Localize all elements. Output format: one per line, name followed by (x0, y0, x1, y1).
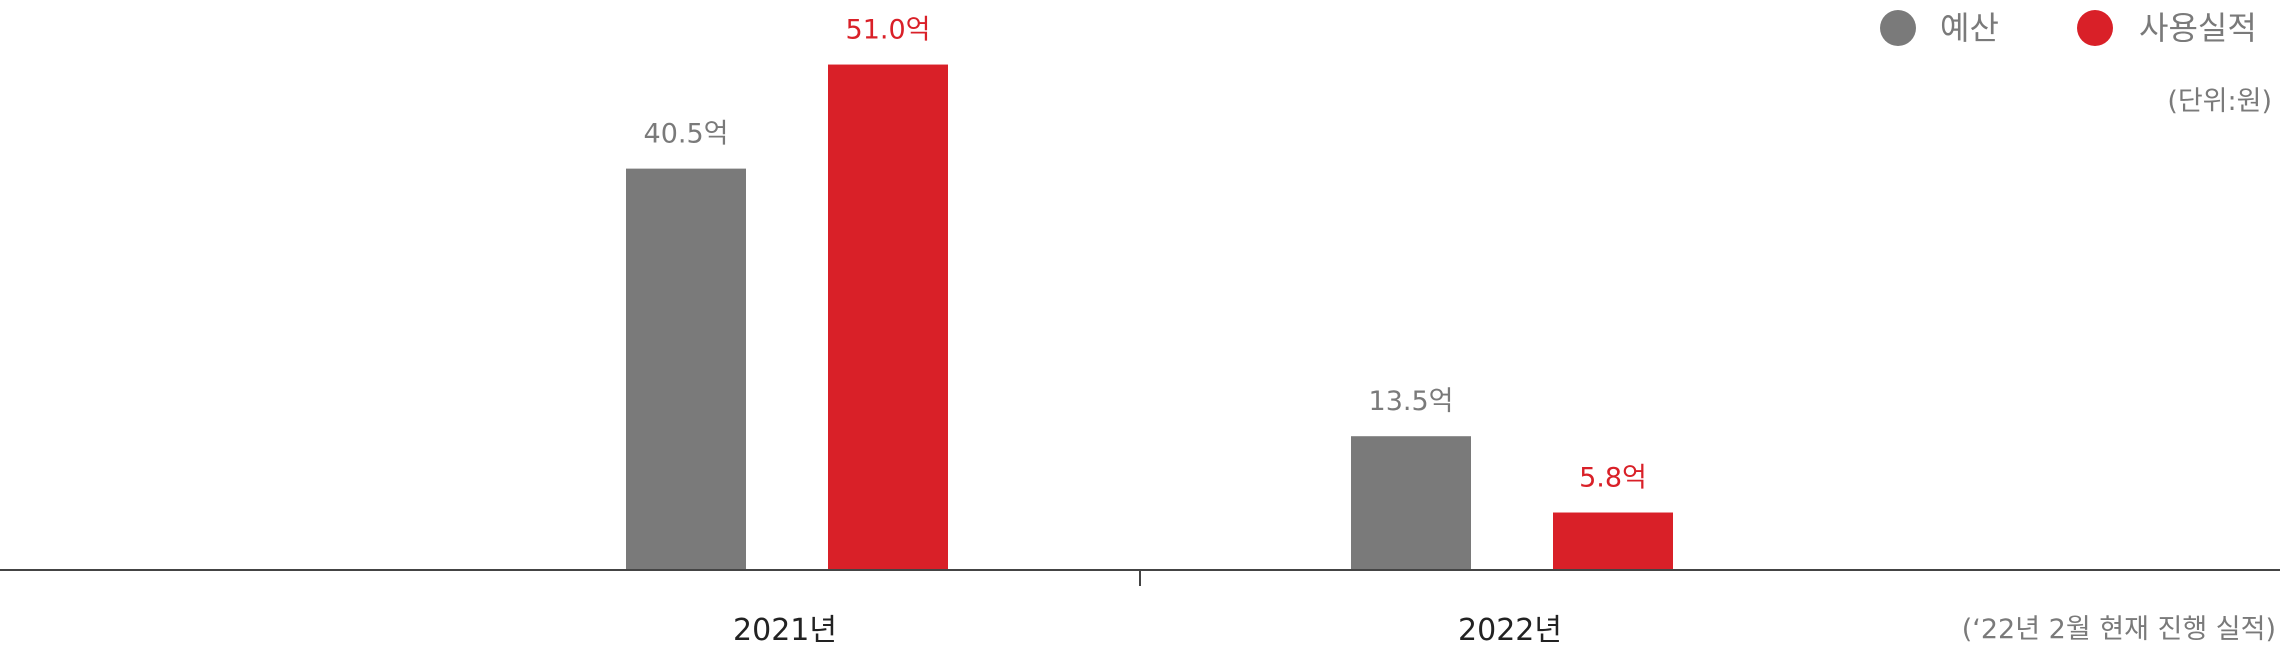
value-label-budget-1: 13.5억 (1369, 386, 1454, 417)
value-label-actual-1: 5.8억 (1579, 463, 1647, 494)
unit-note: (단위:원) (2167, 86, 2272, 117)
category-label-0: 2021년 (733, 613, 837, 648)
category-label-1: 2022년 (1458, 613, 1562, 648)
bar-budget-1 (1351, 436, 1471, 570)
value-label-actual-0: 51.0억 (846, 15, 931, 46)
legend-swatch-budget (1880, 10, 1916, 46)
value-label-budget-0: 40.5억 (644, 119, 729, 150)
legend-swatch-actual (2077, 10, 2113, 46)
bar-budget-0 (626, 168, 746, 570)
bar-actual-1 (1553, 512, 1673, 570)
legend-label-actual: 사용실적 (2139, 9, 2257, 47)
footnote: (‘22년 2월 현재 진행 실적) (1962, 614, 2276, 645)
legend-label-budget: 예산 (1940, 9, 1999, 47)
bar-actual-0 (828, 64, 948, 570)
category-label-group: 2021년 2022년 (733, 613, 1562, 648)
legend: 예산 사용실적 (1880, 9, 2257, 47)
value-label-group: 40.5억 51.0억 13.5억 5.8억 (644, 15, 1647, 494)
bar-group (626, 64, 1673, 570)
